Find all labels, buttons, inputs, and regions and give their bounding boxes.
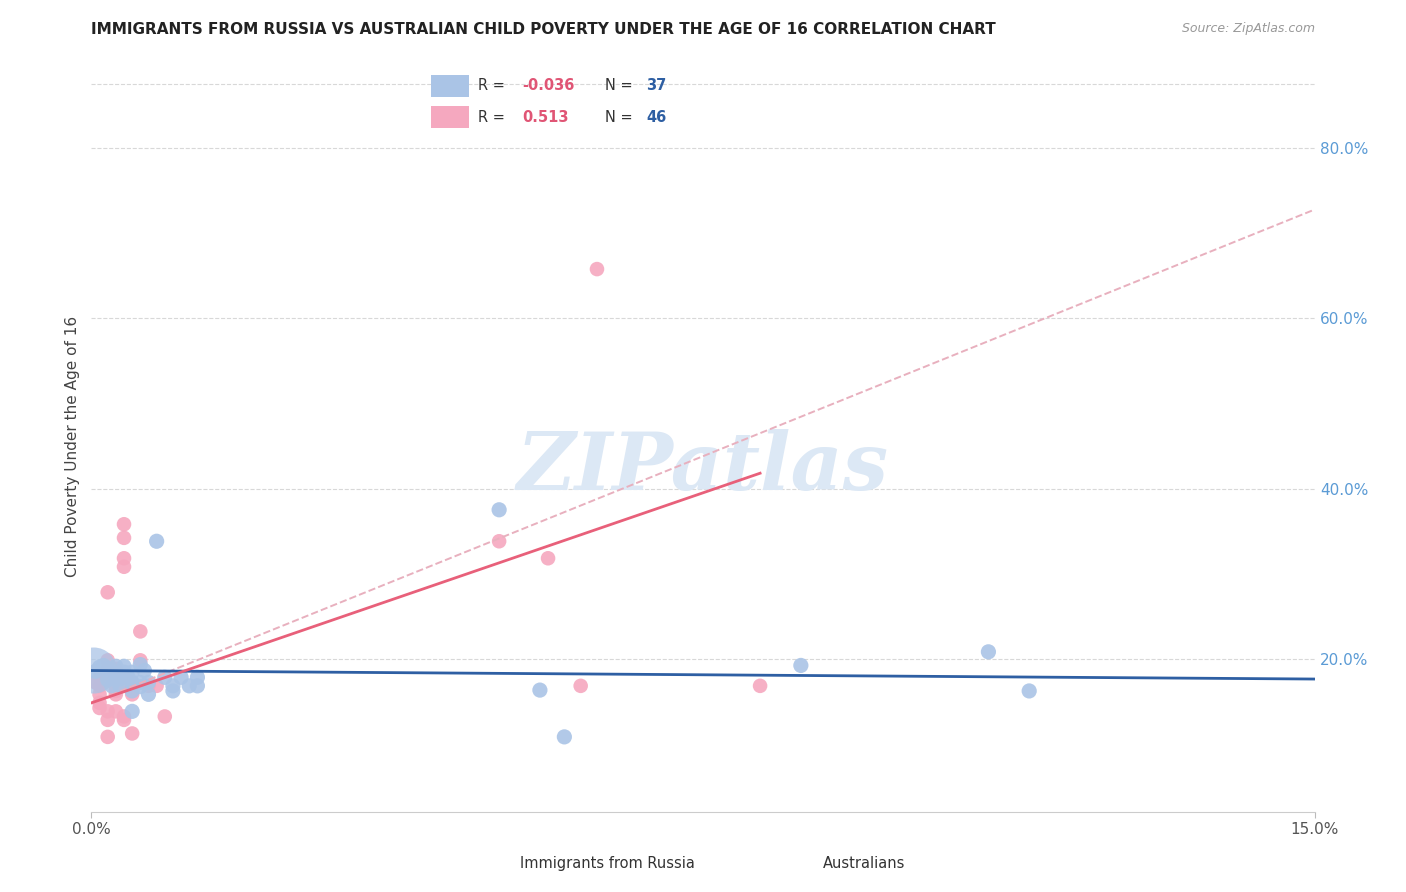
Text: ZIPatlas: ZIPatlas — [517, 429, 889, 507]
Point — [488, 534, 510, 549]
Point — [112, 679, 135, 693]
Point — [104, 687, 127, 701]
Point — [97, 670, 120, 684]
Y-axis label: Child Poverty Under the Age of 16: Child Poverty Under the Age of 16 — [65, 316, 80, 576]
Text: 46: 46 — [647, 110, 666, 125]
Point — [112, 531, 135, 545]
Point — [97, 662, 120, 676]
Point — [89, 696, 111, 710]
Point — [112, 713, 135, 727]
Text: IMMIGRANTS FROM RUSSIA VS AUSTRALIAN CHILD POVERTY UNDER THE AGE OF 16 CORRELATI: IMMIGRANTS FROM RUSSIA VS AUSTRALIAN CHI… — [91, 22, 995, 37]
Point — [537, 551, 560, 566]
Point — [138, 675, 160, 690]
Bar — [430, 106, 470, 128]
Point — [112, 659, 135, 673]
Text: Australians: Australians — [823, 856, 905, 871]
Point — [112, 517, 135, 532]
Point — [569, 679, 592, 693]
Point — [186, 670, 208, 684]
Point — [129, 657, 152, 672]
Point — [97, 713, 120, 727]
Point — [138, 687, 160, 701]
Point — [84, 675, 107, 690]
Point — [97, 704, 120, 718]
Point — [104, 659, 127, 673]
Point — [488, 503, 510, 517]
Point — [104, 684, 127, 698]
Point — [112, 709, 135, 723]
Point — [1018, 684, 1040, 698]
Point — [89, 670, 111, 684]
Point — [117, 670, 139, 684]
Point — [121, 726, 143, 740]
Point — [138, 679, 160, 693]
Point — [89, 660, 111, 674]
Point — [97, 673, 120, 687]
Point — [112, 551, 135, 566]
Point — [101, 679, 124, 693]
Point — [104, 679, 127, 693]
Point — [112, 670, 135, 684]
Point — [153, 709, 176, 723]
Bar — [430, 75, 470, 96]
Point — [108, 679, 131, 693]
Point — [121, 684, 143, 698]
Point — [170, 670, 193, 684]
Text: Immigrants from Russia: Immigrants from Russia — [520, 856, 695, 871]
Text: N =: N = — [605, 110, 637, 125]
Point — [89, 687, 111, 701]
Point — [145, 679, 167, 693]
Point — [104, 675, 127, 690]
Point — [162, 679, 184, 693]
Point — [529, 683, 551, 698]
Point — [121, 704, 143, 718]
Point — [129, 624, 152, 639]
Point — [121, 687, 143, 701]
Point — [93, 675, 115, 690]
Point — [97, 662, 120, 676]
Point — [97, 585, 120, 599]
Text: 37: 37 — [647, 78, 666, 94]
Text: Source: ZipAtlas.com: Source: ZipAtlas.com — [1181, 22, 1315, 36]
Point — [97, 653, 120, 667]
Point — [179, 679, 201, 693]
Point — [749, 679, 772, 693]
Point — [977, 645, 1000, 659]
Point — [134, 664, 156, 678]
Point — [153, 670, 176, 684]
Point — [129, 680, 152, 694]
Point — [121, 675, 143, 690]
Text: R =: R = — [478, 110, 509, 125]
Point — [84, 665, 107, 679]
Point — [104, 670, 127, 684]
Point — [112, 559, 135, 574]
Point — [121, 675, 143, 690]
Point — [108, 672, 131, 686]
Point — [89, 701, 111, 715]
Point — [790, 658, 813, 673]
Text: R =: R = — [478, 78, 509, 94]
Point — [121, 665, 143, 680]
Text: -0.036: -0.036 — [522, 78, 575, 94]
Text: 0.513: 0.513 — [522, 110, 568, 125]
Point — [89, 679, 111, 693]
Point — [129, 653, 152, 667]
Point — [93, 658, 115, 673]
Point — [145, 534, 167, 549]
Text: N =: N = — [605, 78, 637, 94]
Point — [83, 664, 105, 678]
Point — [553, 730, 575, 744]
Point — [104, 704, 127, 718]
Point — [104, 667, 127, 681]
Point — [129, 675, 152, 690]
Point — [97, 730, 120, 744]
Point — [104, 662, 127, 676]
Point — [112, 665, 135, 680]
Point — [162, 684, 184, 698]
Point — [586, 262, 609, 277]
Point — [186, 679, 208, 693]
